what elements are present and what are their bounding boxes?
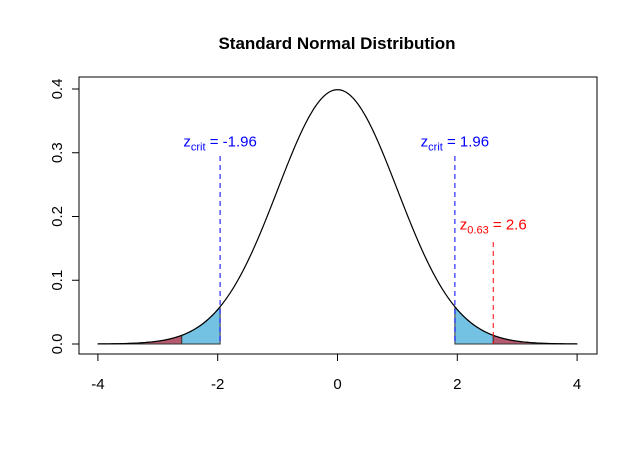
z-observed-label: z0.63 = 2.6 bbox=[460, 216, 527, 236]
z-crit-upper-label: zcrit = 1.96 bbox=[421, 133, 489, 153]
y-tick-label: 0.2 bbox=[49, 206, 66, 227]
z-crit-lower-label: zcrit = -1.96 bbox=[183, 133, 256, 153]
chart-title: Standard Normal Distribution bbox=[218, 34, 455, 53]
x-tick-label: -2 bbox=[211, 376, 224, 393]
x-tick-label: -4 bbox=[91, 376, 104, 393]
y-tick-label: 0.4 bbox=[49, 79, 66, 100]
y-tick-label: 0.3 bbox=[49, 142, 66, 163]
density-curve bbox=[97, 89, 578, 345]
y-tick-label: 0.1 bbox=[49, 270, 66, 291]
x-tick-label: 0 bbox=[333, 376, 341, 393]
x-tick-label: 4 bbox=[573, 376, 581, 393]
x-tick-label: 2 bbox=[453, 376, 461, 393]
y-tick-label: 0.0 bbox=[49, 334, 66, 355]
